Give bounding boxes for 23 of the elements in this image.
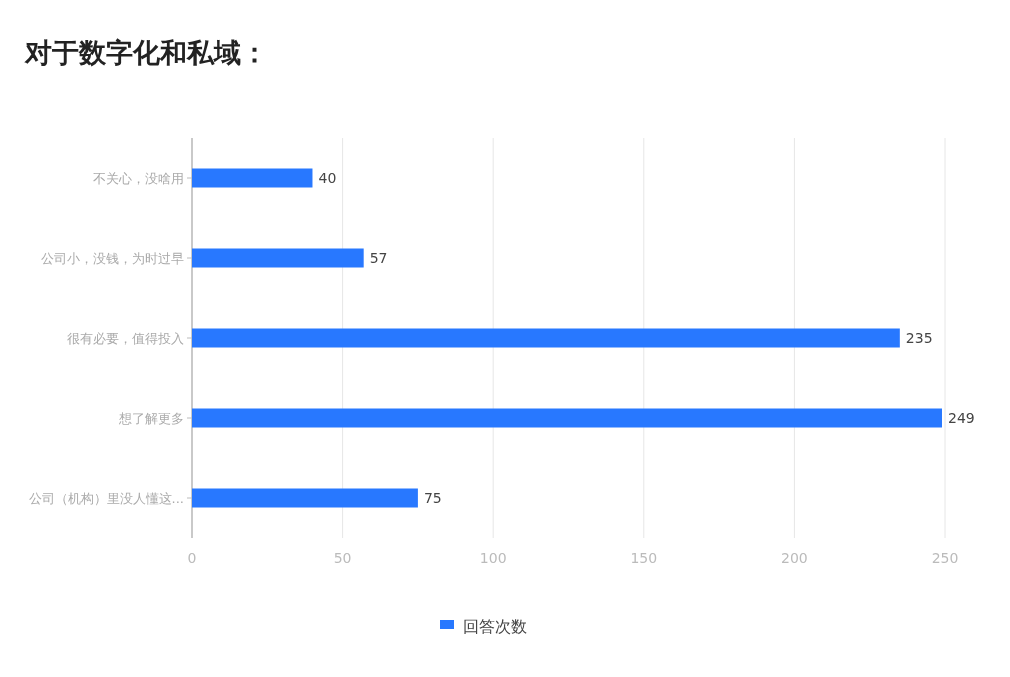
- y-tick-label: 很有必要，值得投入: [67, 331, 184, 346]
- bar: [192, 488, 418, 508]
- bar: [192, 168, 313, 188]
- x-tick-label: 0: [187, 550, 197, 566]
- x-tick-label: 100: [479, 550, 507, 566]
- data-label: 40: [318, 170, 337, 186]
- y-tick-label: 公司（机构）里没人懂这...: [28, 491, 184, 506]
- legend-label: 回答次数: [463, 617, 527, 636]
- x-tick-label: 50: [333, 550, 352, 566]
- x-tick-label: 250: [931, 550, 959, 566]
- data-label: 235: [905, 330, 933, 346]
- y-tick-label: 想了解更多: [118, 411, 184, 426]
- bar: [192, 328, 900, 348]
- data-label: 75: [423, 490, 442, 506]
- chart-title: 对于数字化和私域：: [24, 37, 268, 68]
- y-tick-label: 公司小，没钱，为时过早: [41, 251, 184, 266]
- data-label: 57: [369, 250, 388, 266]
- data-label: 249: [947, 410, 975, 426]
- bar: [192, 248, 364, 268]
- x-tick-label: 150: [630, 550, 658, 566]
- y-tick-label: 不关心，没啥用: [93, 171, 184, 186]
- x-tick-label: 200: [781, 550, 808, 566]
- bar: [192, 408, 942, 428]
